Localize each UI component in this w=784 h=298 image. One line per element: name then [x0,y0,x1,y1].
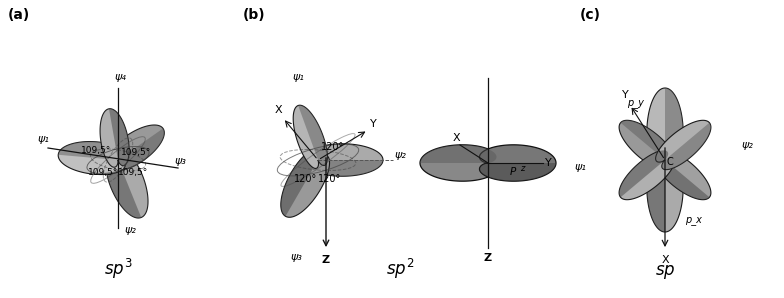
Text: ψ₁: ψ₁ [37,134,49,144]
Polygon shape [106,155,141,218]
Text: 120°: 120° [294,174,318,184]
Polygon shape [619,150,668,197]
Polygon shape [114,158,124,174]
Text: 120°: 120° [321,142,345,152]
Polygon shape [647,151,683,232]
Polygon shape [106,150,148,218]
Polygon shape [109,125,165,170]
Polygon shape [619,120,674,170]
Text: $\mathit{sp}^2$: $\mathit{sp}^2$ [386,257,414,281]
Polygon shape [106,157,121,169]
Polygon shape [298,105,328,165]
Text: z: z [520,164,524,173]
Text: (a): (a) [8,8,31,22]
Text: $\mathit{sp}$: $\mathit{sp}$ [655,263,675,281]
Text: X: X [452,133,459,143]
Text: Z: Z [322,255,330,265]
Text: C: C [666,157,673,167]
Text: 120°: 120° [318,174,342,184]
Polygon shape [420,145,496,163]
Text: ψ₃: ψ₃ [290,252,302,262]
Polygon shape [58,142,126,160]
Polygon shape [293,105,328,168]
Text: (c): (c) [580,8,601,22]
Polygon shape [480,145,556,181]
Polygon shape [281,150,319,216]
Text: p_x: p_x [684,215,702,225]
Text: ψ₂: ψ₂ [741,140,753,150]
Polygon shape [111,147,122,162]
Text: X: X [661,255,669,265]
Text: P: P [510,167,516,177]
Text: (b): (b) [243,8,266,22]
Text: 109,5°: 109,5° [121,148,151,156]
Text: $\mathit{sp}^3$: $\mathit{sp}^3$ [103,257,132,281]
Polygon shape [310,160,383,176]
Text: Y: Y [545,158,551,168]
Text: ψ₁: ψ₁ [574,162,586,172]
Polygon shape [116,156,132,165]
Polygon shape [665,88,683,169]
Polygon shape [420,145,496,181]
Polygon shape [619,150,674,200]
Text: Y: Y [622,90,628,100]
Text: ψ₂: ψ₂ [124,225,136,235]
Text: X: X [274,105,281,115]
Text: ψ₄: ψ₄ [114,72,126,82]
Text: ψ₃: ψ₃ [174,156,186,166]
Polygon shape [114,128,165,170]
Polygon shape [655,120,711,170]
Text: Z: Z [484,253,492,263]
Text: 109,5°: 109,5° [88,167,118,176]
Polygon shape [315,148,325,162]
Polygon shape [662,123,711,170]
Text: ψ₂: ψ₂ [394,150,406,160]
Polygon shape [655,158,710,200]
Text: p_y: p_y [626,98,644,108]
Polygon shape [100,109,129,167]
Polygon shape [655,150,711,200]
Polygon shape [109,109,129,166]
Polygon shape [305,156,320,164]
Polygon shape [310,144,383,176]
Polygon shape [621,120,674,162]
Text: 109,5°: 109,5° [81,145,111,154]
Polygon shape [58,142,126,175]
Text: ψ₁: ψ₁ [292,72,304,82]
Polygon shape [647,151,665,232]
Polygon shape [281,150,329,217]
Polygon shape [480,163,556,181]
Polygon shape [647,88,683,169]
Polygon shape [315,158,325,172]
Text: 109,5°: 109,5° [118,167,148,176]
Text: Y: Y [369,119,376,129]
